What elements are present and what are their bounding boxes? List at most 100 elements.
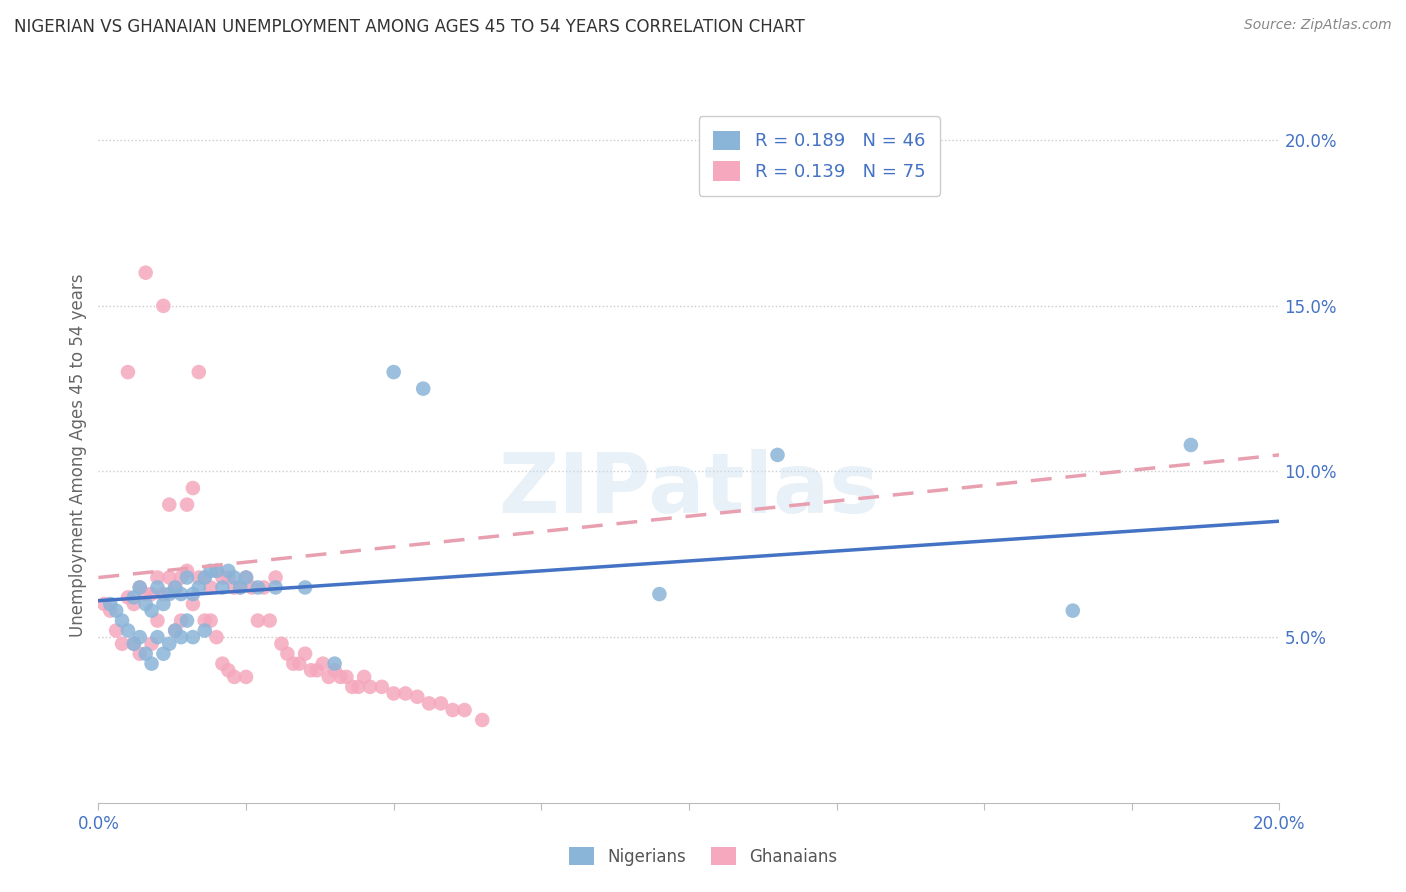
Point — [235, 570, 257, 584]
Point — [253, 581, 276, 595]
Point — [165, 624, 187, 638]
Point — [235, 570, 257, 584]
Point — [471, 713, 494, 727]
Text: NIGERIAN VS GHANAIAN UNEMPLOYMENT AMONG AGES 45 TO 54 YEARS CORRELATION CHART: NIGERIAN VS GHANAIAN UNEMPLOYMENT AMONG … — [14, 18, 804, 36]
Point — [217, 663, 239, 677]
Point — [288, 657, 311, 671]
Point — [371, 680, 394, 694]
Point — [359, 680, 381, 694]
Point — [246, 614, 269, 628]
Point — [217, 564, 239, 578]
Point — [157, 570, 180, 584]
Point — [141, 657, 163, 671]
Point — [157, 587, 180, 601]
Point — [246, 581, 269, 595]
Point — [441, 703, 464, 717]
Point — [200, 581, 222, 595]
Point — [117, 624, 139, 638]
Point — [294, 581, 316, 595]
Point — [187, 365, 209, 379]
Legend: Nigerians, Ghanaians: Nigerians, Ghanaians — [555, 834, 851, 880]
Point — [453, 703, 475, 717]
Point — [135, 587, 157, 601]
Point — [146, 614, 169, 628]
Point — [152, 647, 174, 661]
Point — [323, 663, 346, 677]
Point — [240, 581, 263, 595]
Text: ZIPatlas: ZIPatlas — [499, 450, 879, 530]
Point — [117, 591, 139, 605]
Point — [205, 564, 228, 578]
Point — [176, 564, 198, 578]
Point — [217, 570, 239, 584]
Point — [111, 637, 134, 651]
Point — [342, 680, 364, 694]
Point — [382, 686, 405, 700]
Point — [105, 604, 128, 618]
Point — [347, 680, 370, 694]
Point — [211, 657, 233, 671]
Point — [176, 570, 198, 584]
Point — [229, 581, 252, 595]
Point — [299, 663, 322, 677]
Point — [224, 581, 246, 595]
Point — [224, 670, 246, 684]
Point — [259, 614, 281, 628]
Point — [200, 564, 222, 578]
Point — [194, 624, 217, 638]
Point — [353, 670, 375, 684]
Point — [141, 587, 163, 601]
Point — [165, 581, 187, 595]
Point — [135, 647, 157, 661]
Point — [766, 448, 789, 462]
Point — [194, 614, 217, 628]
Point — [187, 581, 209, 595]
Point — [170, 630, 193, 644]
Point — [146, 581, 169, 595]
Point — [323, 657, 346, 671]
Point — [406, 690, 429, 704]
Point — [270, 637, 292, 651]
Point — [176, 498, 198, 512]
Point — [181, 587, 204, 601]
Point — [176, 614, 198, 628]
Point — [181, 630, 204, 644]
Point — [98, 597, 121, 611]
Point — [152, 597, 174, 611]
Point — [152, 587, 174, 601]
Point — [305, 663, 328, 677]
Point — [117, 365, 139, 379]
Point — [122, 591, 145, 605]
Point — [276, 647, 298, 661]
Point — [312, 657, 335, 671]
Point — [205, 564, 228, 578]
Point — [128, 647, 150, 661]
Point — [283, 657, 305, 671]
Point — [105, 624, 128, 638]
Point — [294, 647, 316, 661]
Point — [135, 597, 157, 611]
Point — [122, 637, 145, 651]
Point — [181, 481, 204, 495]
Point — [382, 365, 405, 379]
Point — [430, 697, 453, 711]
Point — [264, 581, 287, 595]
Point — [264, 570, 287, 584]
Point — [165, 624, 187, 638]
Point — [200, 614, 222, 628]
Point — [1180, 438, 1202, 452]
Point — [165, 581, 187, 595]
Point — [170, 570, 193, 584]
Point — [335, 670, 357, 684]
Point — [135, 266, 157, 280]
Point — [412, 382, 434, 396]
Point — [211, 581, 233, 595]
Point — [648, 587, 671, 601]
Point — [394, 686, 416, 700]
Y-axis label: Unemployment Among Ages 45 to 54 years: Unemployment Among Ages 45 to 54 years — [69, 273, 87, 637]
Point — [194, 570, 217, 584]
Point — [122, 597, 145, 611]
Point — [98, 604, 121, 618]
Point — [170, 587, 193, 601]
Point — [235, 670, 257, 684]
